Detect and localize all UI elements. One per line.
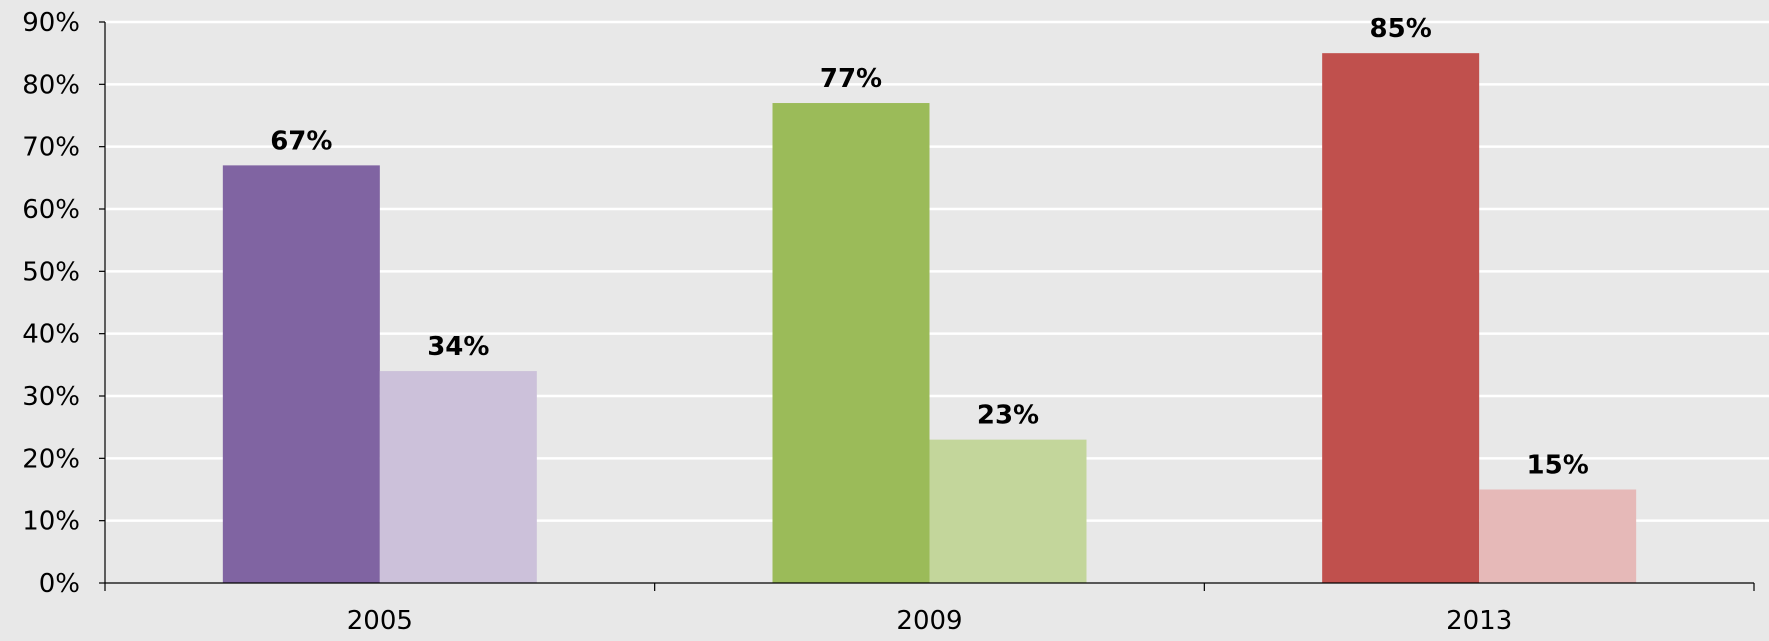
data-label: 85% (1370, 14, 1432, 44)
y-tick-label: 20% (22, 444, 80, 474)
bar-2009-2 (929, 439, 1087, 583)
y-tick-label: 90% (22, 8, 80, 38)
y-tick-label: 70% (22, 133, 80, 163)
bar-2013-2 (1479, 489, 1637, 583)
y-tick-label: 30% (22, 382, 80, 412)
data-label: 67% (270, 126, 332, 156)
y-tick-label: 50% (22, 257, 80, 287)
data-label: 34% (427, 332, 489, 362)
bar-2013-1 (1322, 53, 1480, 583)
bars (222, 53, 1637, 584)
data-label: 15% (1527, 451, 1589, 481)
bar-2005-1 (222, 165, 380, 583)
y-tick-label: 60% (22, 195, 80, 225)
x-tick-label: 2005 (347, 606, 413, 636)
data-label: 77% (820, 64, 882, 94)
x-tick-label: 2009 (896, 606, 962, 636)
x-tick-label: 2013 (1446, 606, 1512, 636)
bar-2005-2 (379, 371, 537, 583)
y-tick-label: 40% (22, 320, 80, 350)
bar-2009-1 (772, 103, 930, 584)
data-label: 23% (977, 401, 1039, 431)
axes (99, 21, 1755, 591)
y-tick-label: 80% (22, 70, 80, 100)
y-tick-label: 10% (22, 507, 80, 537)
labels: 0% 10% 20% 30% 40% 50% 60% 70% 80% 90% 67% 34% 2005 7… (22, 8, 1589, 636)
y-tick-label: 0% (39, 569, 80, 599)
